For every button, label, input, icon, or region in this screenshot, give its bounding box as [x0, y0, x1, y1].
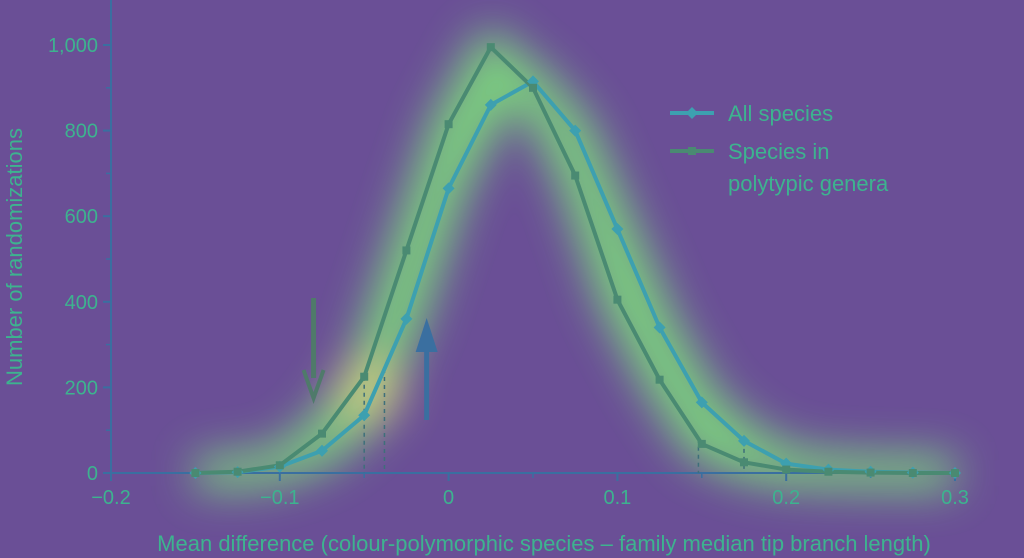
- data-point-polytypic: [697, 439, 706, 448]
- y-tick-label: 800: [65, 121, 98, 143]
- glow-spot: [340, 360, 400, 420]
- data-point-polytypic: [275, 461, 284, 470]
- data-point-all-species: [442, 182, 455, 195]
- x-tick-label: 0: [443, 487, 454, 509]
- data-point-polytypic: [655, 375, 664, 384]
- data-point-polytypic: [233, 467, 242, 476]
- data-point-polytypic: [191, 469, 200, 477]
- data-point-polytypic: [740, 458, 748, 467]
- legend-marker-all-species: [686, 107, 698, 119]
- data-point-polytypic: [951, 469, 959, 477]
- x-ticks: −0.2 −0.1 0 0.1 0.2 0.3: [91, 473, 969, 509]
- data-point-all-species: [316, 444, 328, 457]
- data-point-polytypic: [444, 120, 453, 129]
- data-point-all-species: [695, 396, 708, 409]
- y-tick-label: 200: [65, 377, 98, 399]
- arrows: [301, 298, 438, 420]
- y-tick-label: 600: [65, 206, 98, 228]
- legend-marker-polytypic: [688, 147, 696, 155]
- y-axis-title: Number of randomizations: [2, 128, 27, 386]
- legend-label-polytypic-line1: Species in: [728, 139, 830, 164]
- data-point-all-species: [653, 321, 666, 334]
- y-ticks: 0 200 400 600 800 1,000: [48, 35, 111, 485]
- x-tick-label: 0.1: [603, 487, 631, 509]
- data-point-polytypic: [908, 469, 917, 477]
- x-axis-title: Mean difference (colour-polymorphic spec…: [157, 531, 931, 556]
- data-point-polytypic: [318, 429, 326, 438]
- y-tick-label: 1,000: [48, 35, 98, 57]
- legend-label-all-species: All species: [728, 101, 833, 126]
- legend: All species Species in polytypic genera: [670, 101, 889, 196]
- data-point-all-species: [569, 124, 582, 137]
- data-point-polytypic: [529, 83, 537, 92]
- data-point-polytypic: [402, 246, 411, 255]
- x-tick-label: 0.2: [772, 487, 800, 509]
- data-point-polytypic: [782, 465, 791, 474]
- y-tick-label: 0: [87, 463, 98, 485]
- data-point-all-species: [358, 409, 371, 422]
- legend-label-polytypic-line2: polytypic genera: [728, 171, 889, 196]
- arrow-down-head: [301, 369, 326, 404]
- x-tick-label: 0.3: [941, 487, 969, 509]
- data-point-all-species: [738, 434, 750, 447]
- data-point-all-species: [400, 312, 413, 325]
- data-point-all-species: [611, 223, 624, 236]
- data-point-polytypic: [866, 468, 875, 477]
- data-point-polytypic: [486, 43, 495, 52]
- data-point-polytypic: [824, 467, 833, 476]
- data-point-polytypic: [571, 171, 580, 180]
- data-point-all-species: [484, 98, 497, 111]
- y-tick-label: 400: [65, 292, 98, 314]
- x-tick-label: −0.1: [260, 487, 299, 509]
- x-tick-label: −0.2: [91, 487, 130, 509]
- arrow-up-head: [415, 318, 438, 352]
- data-point-polytypic: [613, 295, 622, 304]
- dashed-guides: [363, 368, 745, 473]
- series-layer: [189, 43, 961, 479]
- data-point-polytypic: [360, 372, 369, 381]
